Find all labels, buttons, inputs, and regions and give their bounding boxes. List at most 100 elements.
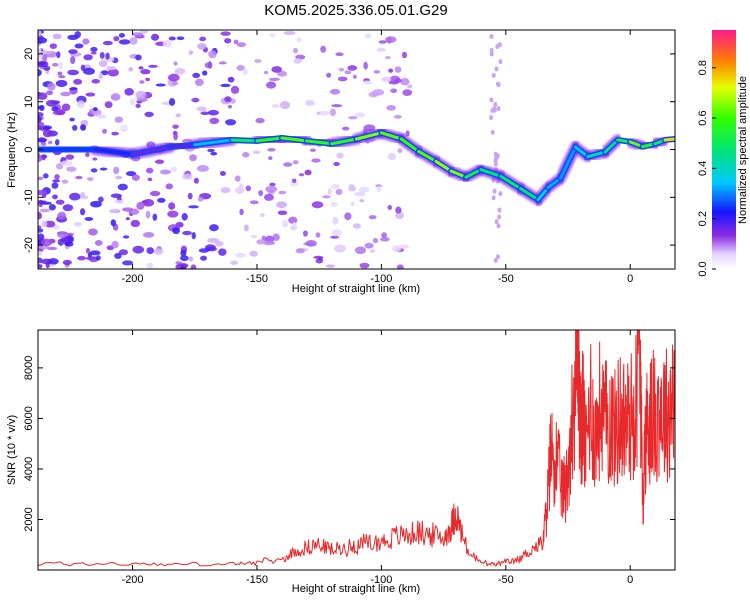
noise-blob — [320, 45, 327, 53]
noise-blob — [114, 116, 124, 123]
noise-blob — [145, 77, 150, 82]
noise-blob — [288, 216, 298, 224]
noise-blob — [38, 250, 43, 256]
snr-line — [38, 330, 675, 567]
figure-title: KOM5.2025.336.05.01.G29 — [264, 2, 447, 19]
noise-blob — [194, 78, 204, 87]
noise-blob — [57, 71, 63, 76]
noise-blob — [260, 212, 265, 218]
noise-blob — [80, 124, 87, 131]
noise-blob — [180, 249, 187, 257]
noise-blob — [305, 239, 317, 247]
noise-blob — [325, 264, 336, 268]
noise-blob — [292, 222, 297, 229]
y-tick-label: 10 — [23, 96, 35, 108]
noise-blob — [230, 85, 240, 94]
noise-blob — [179, 266, 186, 269]
noise-blob — [47, 140, 53, 145]
noise-blob — [208, 50, 217, 59]
noise-blob — [354, 246, 367, 255]
ridge-core — [93, 148, 135, 156]
noise-blob — [115, 175, 123, 180]
noise-blob — [89, 250, 101, 256]
noise-blob — [79, 208, 86, 216]
colorbar-gradient — [712, 30, 736, 269]
noise-blob — [251, 235, 258, 239]
x-tick-label: 0 — [627, 273, 633, 285]
noise-blob — [40, 50, 52, 55]
noise-blob — [182, 230, 192, 236]
noise-blob — [90, 51, 97, 55]
noise-blob — [47, 246, 58, 251]
noise-blob — [359, 262, 370, 269]
noise-blob — [489, 97, 494, 103]
noise-blob — [235, 252, 246, 258]
noise-blob — [173, 132, 178, 141]
noise-blob — [381, 76, 392, 82]
noise-blob — [245, 185, 252, 192]
noise-blob — [91, 78, 101, 84]
noise-blob — [38, 225, 42, 229]
noise-blob — [67, 69, 79, 76]
noise-blob — [82, 67, 95, 75]
noise-blob — [497, 214, 502, 220]
noise-blob — [152, 213, 158, 221]
noise-blob — [130, 219, 140, 228]
colorbar-tick-label: 0.0 — [697, 261, 709, 276]
noise-blob — [39, 138, 48, 142]
noise-blob — [388, 68, 394, 73]
noise-blob — [495, 254, 500, 260]
noise-blob — [96, 114, 107, 119]
noise-blob — [173, 61, 178, 66]
noise-blob — [143, 232, 155, 238]
noise-blob — [124, 88, 134, 96]
noise-blob — [113, 166, 120, 175]
noise-blob — [387, 153, 397, 161]
noise-blob — [329, 88, 341, 95]
noise-blob — [372, 237, 379, 244]
noise-blob — [53, 110, 65, 116]
snr-frame — [37, 329, 676, 571]
noise-blob — [335, 52, 344, 57]
noise-blob — [174, 68, 186, 75]
noise-blob — [335, 188, 343, 195]
snr-y-label: SNR (10 * v/v) — [6, 415, 18, 485]
noise-blob — [86, 177, 94, 181]
noise-blob — [364, 33, 372, 39]
noise-blob — [267, 148, 276, 152]
noise-blob — [129, 98, 135, 106]
noise-blob — [72, 124, 78, 131]
noise-blob — [70, 56, 76, 65]
noise-blob — [348, 185, 357, 192]
noise-blob — [207, 237, 220, 243]
noise-blob — [276, 201, 288, 209]
noise-blob — [117, 183, 128, 191]
noise-blob — [118, 32, 125, 38]
noise-blob — [494, 219, 499, 225]
noise-blob — [271, 66, 283, 73]
noise-blob — [202, 70, 208, 76]
noise-blob — [135, 90, 147, 99]
noise-blob — [258, 190, 264, 197]
noise-blob — [182, 173, 193, 180]
noise-blob — [38, 154, 43, 162]
noise-blob — [41, 154, 46, 161]
noise-blob — [224, 96, 232, 103]
noise-blob — [220, 187, 231, 194]
noise-blob — [99, 167, 108, 171]
noise-blob — [493, 257, 498, 263]
noise-blob — [171, 81, 179, 86]
noise-blob — [358, 186, 370, 193]
noise-blob — [75, 175, 83, 180]
x-tick-label: -50 — [498, 273, 514, 285]
noise-blob — [255, 117, 265, 124]
noise-blob — [327, 187, 332, 196]
noise-blob — [110, 219, 116, 227]
noise-blob — [362, 80, 373, 85]
noise-blob — [218, 248, 227, 256]
noise-blob — [38, 61, 49, 68]
noise-blob — [165, 183, 174, 190]
noise-blob — [205, 244, 216, 251]
noise-blob — [209, 117, 220, 124]
noise-blob — [200, 255, 207, 261]
